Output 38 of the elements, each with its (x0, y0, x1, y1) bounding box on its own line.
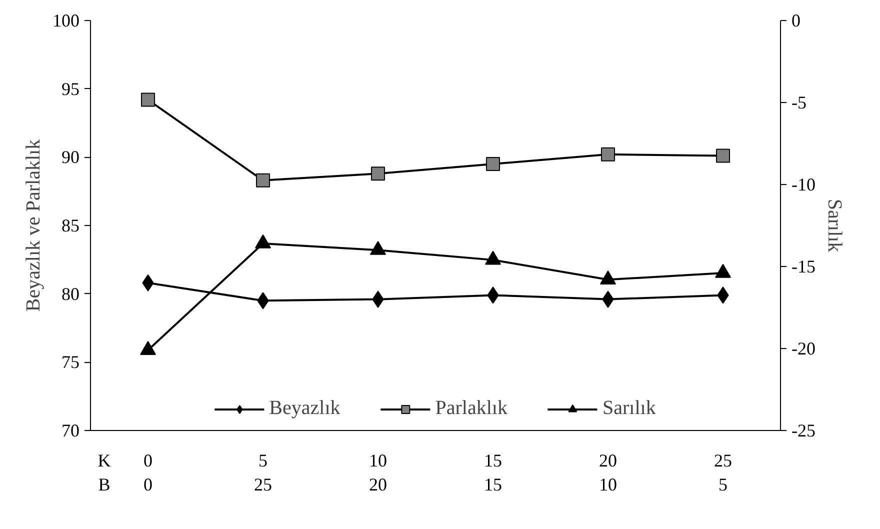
y2-axis-title: Sarılık (823, 198, 846, 252)
y2-tick-label: -25 (792, 420, 816, 440)
y-tick-label: 75 (62, 352, 80, 372)
x-tick-label: 15 15 (484, 450, 502, 494)
x-tick-label: 0 0 (144, 450, 152, 494)
y-tick-label: 95 (62, 78, 80, 99)
y-tick-label: 90 (62, 147, 80, 168)
y-tick-label: 85 (62, 216, 80, 236)
x-tick-label: 5 25 (254, 450, 272, 494)
y2-tick-label: -5 (792, 92, 806, 112)
x-tick-label: 10 20 (369, 450, 387, 494)
point (601, 147, 615, 162)
y2-tick-label: -20 (792, 338, 816, 358)
y-axis-title: Beyazlık ve Parlaklık (22, 139, 44, 312)
y-tick-label: 70 (62, 420, 80, 440)
y-tick-label: 100 (52, 10, 80, 30)
point (715, 264, 731, 278)
legend-label: Beyazlık (269, 397, 340, 420)
point (255, 234, 271, 248)
x-tick-label: 20 10 (599, 450, 617, 494)
x-tick-label: 25 5 (714, 450, 732, 494)
point (371, 166, 385, 181)
point (485, 250, 501, 265)
text: K (98, 450, 111, 470)
point (256, 173, 270, 188)
text: B (98, 474, 110, 494)
point (486, 157, 500, 171)
point (370, 240, 386, 255)
point (716, 148, 730, 163)
legend-label: Sarılık (602, 397, 656, 420)
y2-tick-label: -15 (792, 256, 816, 276)
y2-tick-label: 0 (792, 10, 800, 30)
point (600, 270, 616, 284)
legend-label: Parlaklık (435, 397, 508, 420)
point (140, 340, 156, 355)
y2-tick-label: -10 (792, 174, 816, 194)
point (141, 92, 155, 107)
y-tick-label: 80 (62, 284, 80, 304)
